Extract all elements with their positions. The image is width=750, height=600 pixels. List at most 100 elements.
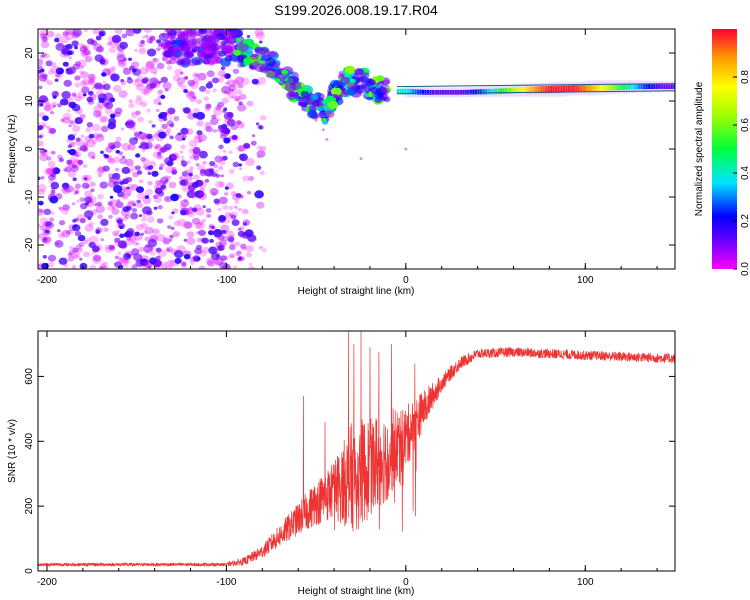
- noise-speckle: [55, 67, 64, 75]
- noise-speckle: [136, 75, 144, 81]
- noise-speckle: [221, 97, 229, 104]
- band-segment: [660, 84, 663, 89]
- noise-speckle: [167, 107, 176, 115]
- noise-speckle: [230, 135, 235, 140]
- noise-speckle: [38, 74, 48, 82]
- noise-speckle: [218, 144, 224, 150]
- noise-speckle: [209, 238, 215, 243]
- noise-speckle: [155, 187, 162, 193]
- noise-speckle: [259, 40, 263, 44]
- noise-speckle: [120, 242, 128, 249]
- noise-speckle: [102, 80, 107, 84]
- noise-speckle: [125, 259, 131, 264]
- noise-speckle: [96, 112, 102, 117]
- track-blob: [282, 80, 288, 85]
- noise-speckle: [153, 206, 158, 210]
- noise-speckle: [217, 234, 225, 241]
- noise-speckle: [212, 231, 217, 236]
- noise-speckle: [209, 188, 219, 196]
- snr-series-line: [38, 331, 675, 568]
- noise-speckle: [38, 140, 44, 147]
- band-segment: [615, 84, 618, 91]
- noise-speckle: [89, 264, 97, 269]
- noise-speckle: [235, 97, 240, 102]
- noise-speckle: [132, 203, 137, 207]
- noise-speckle: [154, 184, 159, 189]
- noise-speckle: [166, 259, 176, 268]
- band-segment: [512, 87, 515, 94]
- noise-speckle: [164, 88, 169, 92]
- noise-speckle: [246, 34, 251, 39]
- spectrogram-x-label: Height of straight line (km): [298, 286, 415, 297]
- noise-speckle: [38, 112, 45, 118]
- noise-speckle: [196, 130, 203, 136]
- noise-speckle: [240, 235, 244, 239]
- noise-speckle: [139, 256, 143, 260]
- noise-speckle: [135, 110, 141, 116]
- noise-speckle: [103, 153, 107, 157]
- noise-speckle: [139, 44, 143, 48]
- noise-speckle: [77, 118, 83, 123]
- track-fragment: [404, 147, 408, 151]
- band-segment: [600, 84, 603, 91]
- noise-speckle: [226, 182, 234, 190]
- noise-speckle: [210, 252, 221, 261]
- band-segment: [645, 84, 648, 90]
- band-segment: [525, 86, 528, 94]
- noise-speckle: [86, 96, 94, 103]
- noise-speckle: [165, 110, 172, 116]
- noise-speckle: [142, 158, 150, 165]
- band-segment: [472, 89, 475, 95]
- noise-speckle: [198, 139, 203, 143]
- noise-speckle: [87, 73, 96, 81]
- x-tick-label: 0: [403, 577, 409, 588]
- noise-speckle: [80, 71, 89, 79]
- noise-speckle: [230, 88, 234, 92]
- noise-speckle: [95, 227, 103, 234]
- noise-speckle: [170, 153, 180, 161]
- noise-speckle: [44, 167, 53, 175]
- band-segment: [658, 84, 661, 89]
- noise-speckle: [67, 256, 75, 262]
- noise-speckle: [183, 253, 191, 260]
- band-segment: [439, 90, 442, 95]
- noise-speckle: [149, 66, 158, 74]
- band-segment: [479, 89, 482, 95]
- noise-speckle: [118, 151, 123, 155]
- y-tick-label: 10: [24, 95, 35, 107]
- noise-speckle: [40, 68, 45, 73]
- noise-speckle: [48, 70, 54, 75]
- noise-speckle: [127, 29, 134, 33]
- noise-speckle: [187, 169, 194, 175]
- noise-speckle: [189, 81, 199, 90]
- noise-speckle: [68, 101, 77, 109]
- noise-speckle: [163, 261, 168, 265]
- band-segment: [650, 84, 653, 90]
- noise-speckle: [219, 133, 226, 140]
- noise-speckle: [78, 242, 85, 248]
- noise-speckle: [186, 231, 195, 238]
- noise-speckle: [258, 245, 264, 250]
- noise-speckle: [184, 76, 189, 81]
- noise-speckle: [62, 31, 69, 37]
- noise-speckle: [70, 156, 76, 162]
- band-segment: [484, 89, 487, 95]
- noise-speckle: [154, 196, 162, 203]
- band-segment: [663, 84, 666, 89]
- noise-speckle: [131, 113, 138, 119]
- noise-speckle: [156, 154, 163, 160]
- track-fragment: [321, 128, 325, 132]
- noise-speckle: [135, 165, 141, 171]
- noise-speckle: [166, 248, 171, 252]
- track-blob: [233, 49, 241, 56]
- noise-speckle: [82, 93, 87, 97]
- noise-speckle: [228, 84, 237, 92]
- noise-speckle: [144, 226, 154, 235]
- noise-speckle: [39, 74, 45, 79]
- noise-speckle: [246, 100, 254, 107]
- noise-speckle: [241, 246, 247, 251]
- noise-speckle: [115, 149, 121, 154]
- track-blob: [284, 83, 297, 92]
- noise-speckle: [122, 216, 128, 221]
- noise-speckle: [221, 74, 228, 79]
